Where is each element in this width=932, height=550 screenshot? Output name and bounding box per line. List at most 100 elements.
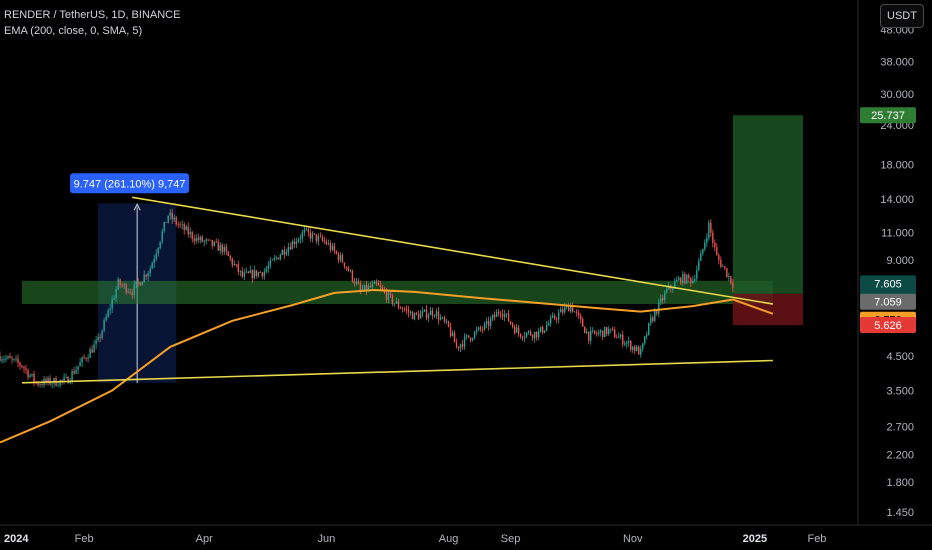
candle-body [111,299,113,309]
candle-body [357,281,360,285]
candle-body [604,327,606,337]
candle-body [267,265,270,270]
candle-body [491,314,494,319]
candle-body [567,305,570,312]
candle-body [435,311,438,316]
candle-body [281,249,284,255]
candle-body [347,267,350,272]
x-tick-label: 2025 [743,533,767,545]
measure-arrow-head [133,203,141,211]
candle-body [597,332,600,335]
x-tick-label: Sep [501,533,521,545]
candle-body [600,330,602,333]
candle-body [581,318,584,327]
ema-projection [732,298,774,315]
candle-body [499,313,502,315]
candle-body [291,241,294,250]
candle-body [447,321,450,327]
candle-body [451,332,454,336]
candle-body [329,243,332,250]
candle-body [251,270,253,279]
candle-body [185,226,187,231]
candle-body [593,330,596,334]
candle-body [113,297,115,300]
y-tick-label: 1.800 [886,477,914,489]
candle-body [612,328,614,330]
candle-body [557,312,560,320]
candle-body [345,266,348,268]
candle-body [477,327,480,331]
candle-body [239,270,241,272]
candle-body [676,280,678,282]
candle-body [401,308,404,310]
candle-body [489,318,492,326]
candle-body [349,270,352,272]
candlestick-series [0,208,734,389]
candle-body [203,240,205,242]
candle-body [507,313,510,322]
candle-body [199,236,201,241]
candle-body [153,258,155,264]
candle-body [3,359,5,360]
candle-body [469,337,472,340]
candle-body [419,313,422,319]
candle-body [481,329,484,330]
candle-body [525,332,528,337]
candle-body [273,258,276,260]
candle-body [732,282,734,288]
measure-label: 9.747 (261.10%) 9,747 [74,178,186,190]
candle-body [327,243,330,245]
currency-unit-button[interactable]: USDT [880,4,924,28]
candle-body [255,270,258,277]
candle-body [658,301,660,314]
candle-body [209,239,211,241]
candle-body [606,327,608,334]
candle-body [539,327,542,332]
candle-body [217,241,219,251]
candle-body [706,237,708,243]
candle-body [373,281,376,284]
descending-trendline [132,196,774,305]
candle-body [694,278,696,281]
candle-body [23,366,25,369]
candle-body [121,285,123,286]
candle-body [696,269,698,279]
y-tick-label: 18.000 [880,160,914,172]
candle-body [618,336,620,339]
candle-body [165,222,167,223]
candle-body [628,341,630,343]
candle-body [167,215,169,223]
candle-body [415,312,418,315]
candle-body [115,289,117,298]
candle-body [471,338,474,340]
candle-body [632,346,634,350]
candle-body [620,334,622,337]
candle-body [187,226,189,235]
indicator-legend[interactable]: EMA (200, close, 0, SMA, 5) [4,25,143,37]
candle-body [147,273,149,277]
candle-body [189,231,191,235]
candle-body [289,247,292,250]
candle-body [487,321,490,326]
candle-body [103,320,105,331]
candle-body [129,291,131,293]
candle-body [127,291,129,293]
y-tick-label: 14.000 [880,194,914,206]
candle-body [467,335,470,338]
candle-body [225,246,227,252]
candle-body [193,238,195,242]
ascending-trendline [22,359,773,384]
candle-body [331,245,334,250]
candle-body [91,349,93,353]
y-tick-label: 2.200 [886,450,914,462]
candle-body [457,346,460,349]
candle-body [692,280,694,283]
x-tick-label: Feb [807,533,826,545]
candle-body [163,222,165,232]
candle-body [571,304,574,312]
candle-body [730,275,732,283]
candle-body [1,359,3,361]
x-tick-label: Feb [75,533,94,545]
target-price-badge [860,107,916,124]
